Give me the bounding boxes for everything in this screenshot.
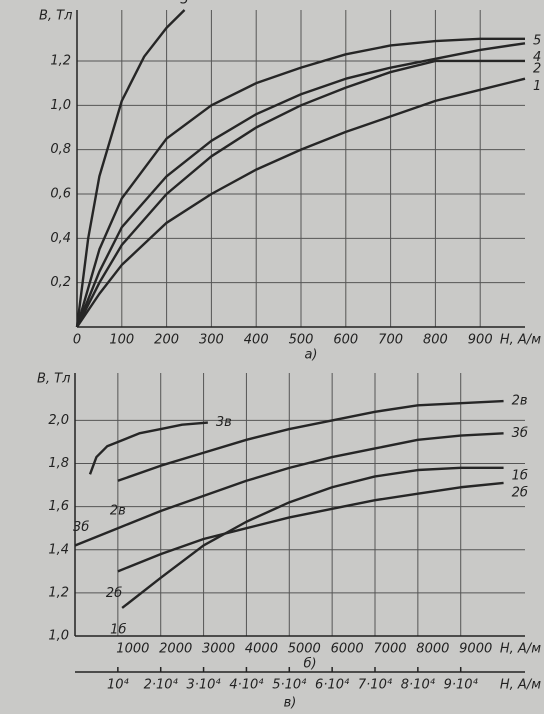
y-tick-label: 0,2 [50,275,71,290]
x2-tick-label: 8·10⁴ [401,678,436,693]
x2-tick-label: 2·10⁴ [144,678,179,693]
curve-label: 2в [512,394,528,409]
curve-label: 1б [110,622,126,637]
x-tick-label: 900 [468,333,493,348]
curve-label: 2в [110,503,126,518]
y-tick-label: 1,8 [48,456,69,471]
x2-tick-label: 10⁴ [107,678,130,693]
curve [117,399,504,482]
y-tick-label: 0,8 [50,142,71,157]
x-tick-label: 7000 [373,642,406,657]
x-tick-label: 400 [244,333,269,348]
curve-label: 3в [216,415,232,430]
curve [74,432,504,547]
x-tick-label: 1000 [116,642,149,657]
curve-label: 1 [533,79,541,94]
curve-label: 2б [106,586,122,601]
x-tick-label: 4000 [245,642,278,657]
x-tick-label: 5000 [288,642,321,657]
x-tick-label: 2000 [159,642,192,657]
curve-label: 3б [512,426,528,441]
caption: б) [303,657,316,672]
x2-caption: в) [284,696,297,711]
x2-tick-label: 6·10⁴ [315,678,350,693]
y-tick-label: 1,0 [50,98,71,113]
curve [75,59,525,328]
x-tick-label: 9000 [459,642,492,657]
curve-label: 4 [533,50,541,65]
curve-label: 2б [512,485,528,500]
y-tick-label: 1,6 [48,499,69,514]
curve-label: 1б [512,468,528,483]
y-tick-label: 0,4 [50,231,71,246]
y-axis-label: В, Тл [39,9,72,24]
x2-axis-label: H, А/м [500,678,541,693]
x-tick-label: 0 [73,333,81,348]
x-tick-label: 800 [423,333,448,348]
x-tick-label: 100 [109,333,134,348]
x-tick-label: 300 [199,333,224,348]
curve [75,37,525,328]
curve [75,9,186,328]
y-tick-label: 1,2 [50,53,71,68]
x-tick-label: 3000 [202,642,235,657]
x-axis-label: H, А/м [500,642,541,657]
curve [75,42,526,328]
y-tick-label: 1,2 [48,585,69,600]
curve [76,77,526,328]
x-tick-label: 200 [154,333,179,348]
x2-tick-label: 4·10⁴ [229,678,264,693]
y-tick-label: 1,4 [48,542,69,557]
curve-label: 3б [73,520,89,535]
x2-tick-label: 7·10⁴ [358,678,393,693]
curve [121,466,504,609]
y-tick-label: 1,0 [48,629,69,644]
y-tick-label: 2,0 [48,413,69,428]
caption: а) [304,348,317,363]
x-tick-label: 700 [378,333,403,348]
x2-tick-label: 3·10⁴ [186,678,221,693]
x-tick-label: 8000 [416,642,449,657]
x2-tick-label: 9·10⁴ [444,678,479,693]
x2-tick-label: 5·10⁴ [272,678,307,693]
x-tick-label: 600 [333,333,358,348]
x-axis-label: H, А/м [500,333,541,348]
x-tick-label: 500 [289,333,314,348]
curve [88,421,208,475]
curve-label: 3 [180,0,188,8]
y-axis-label: В, Тл [37,372,70,387]
curve-label: 5 [533,33,541,48]
x-tick-label: 6000 [331,642,364,657]
curve-label: 2 [533,61,541,76]
y-tick-label: 0,6 [50,186,71,201]
curve [117,481,504,573]
